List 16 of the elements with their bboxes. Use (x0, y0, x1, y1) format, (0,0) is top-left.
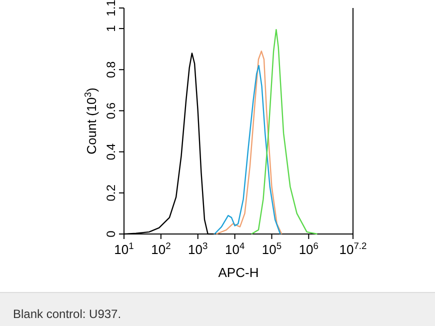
x-tick-label: 10$^{5}$ (262, 241, 282, 257)
y-tick-label: 1.1 (104, 0, 118, 16)
y-tick-label: 1 (104, 24, 118, 32)
y-tick-label: 0.4 (104, 143, 118, 160)
y-tick-label: 0.8 (104, 60, 118, 78)
x-tick-label: 10$^{6}$ (298, 241, 319, 257)
y-tick-label: 0 (104, 230, 118, 238)
y-tick-label: 0.2 (104, 184, 118, 202)
y-tick-label: 0.6 (104, 102, 118, 120)
x-tick-label: 10$^{7.2}$ (339, 241, 367, 257)
text: Blank control: U937. (13, 307, 122, 321)
x-tick-label: 10$^{4}$ (224, 241, 245, 257)
x-tick-label: 10$^{3}$ (188, 241, 208, 257)
x-tick-label: 10$^{1}$ (114, 241, 134, 257)
x-axis-title: APC-H (218, 265, 259, 280)
x-tick-label: 10$^{2}$ (151, 241, 171, 257)
